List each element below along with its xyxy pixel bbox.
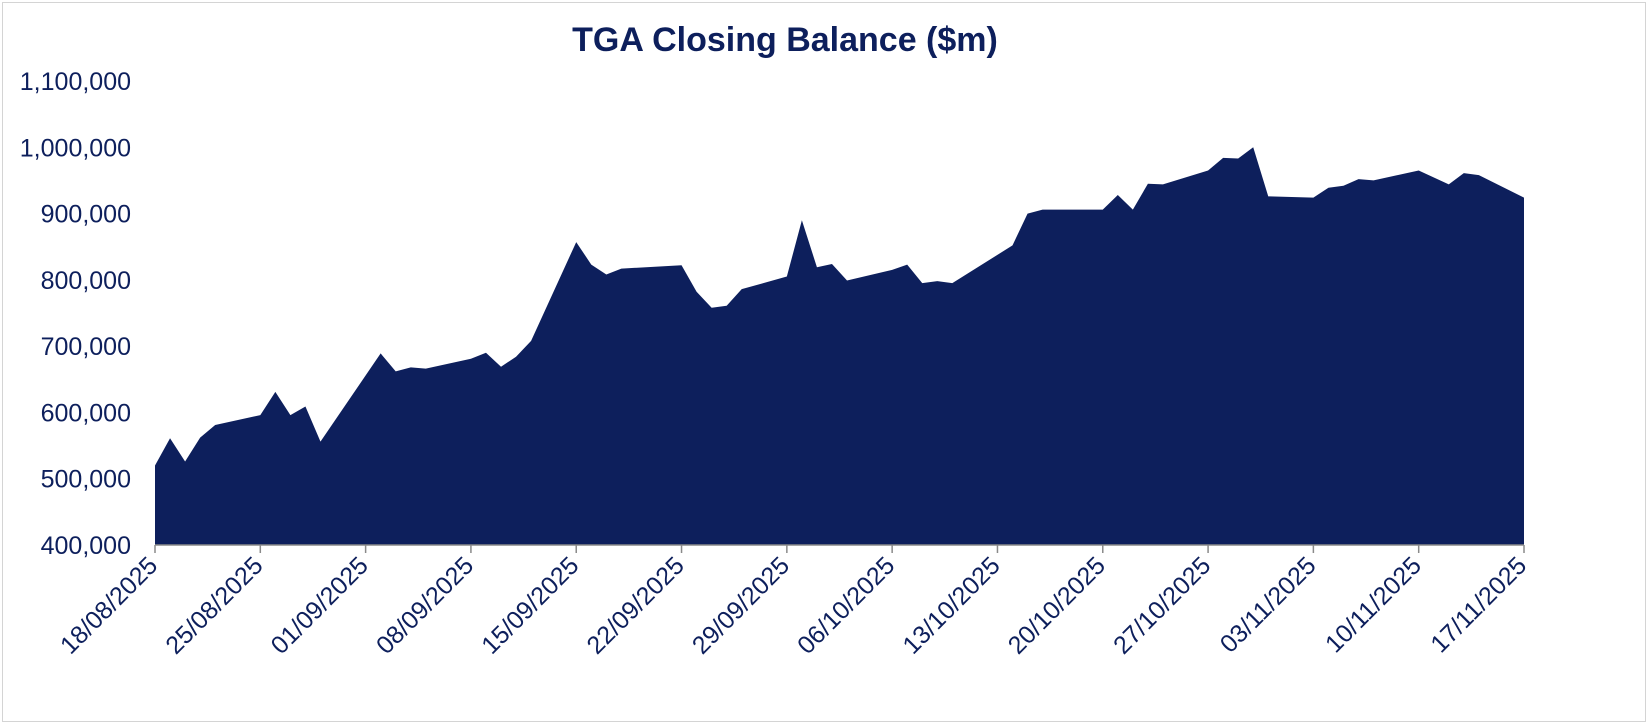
x-tick-label: 18/08/2025	[55, 551, 163, 659]
x-tick-label: 20/10/2025	[1003, 551, 1111, 659]
x-tick-label: 01/09/2025	[266, 551, 374, 659]
area-series	[155, 147, 1524, 546]
x-tick-label: 06/10/2025	[792, 551, 900, 659]
x-tick-label: 03/11/2025	[1215, 551, 1322, 658]
y-tick-label: 900,000	[41, 201, 131, 229]
x-tick-label: 13/10/2025	[897, 551, 1005, 659]
x-axis: 18/08/202525/08/202501/09/202508/09/2025…	[55, 544, 1532, 660]
y-tick-label: 400,000	[41, 532, 131, 560]
y-tick-label: 500,000	[41, 466, 131, 494]
x-tick-label: 17/11/2025	[1425, 551, 1532, 658]
chart-title: TGA Closing Balance ($m)	[572, 21, 998, 59]
y-tick-label: 700,000	[41, 333, 131, 361]
y-tick-label: 1,100,000	[20, 68, 131, 96]
y-tick-label: 800,000	[41, 267, 131, 295]
y-tick-label: 1,000,000	[20, 134, 131, 162]
x-tick-label: 25/08/2025	[160, 551, 268, 659]
x-tick-label: 15/09/2025	[476, 551, 584, 659]
y-tick-label: 600,000	[41, 399, 131, 427]
plot-area	[155, 147, 1524, 546]
x-tick-label: 08/09/2025	[371, 551, 479, 659]
y-axis: 400,000 500,000 600,000 700,000 800,000 900,0…	[20, 68, 131, 560]
area-chart: TGA Closing Balance ($m) 400,000 500,000 6…	[20, 21, 1532, 660]
x-tick-label: 27/10/2025	[1108, 551, 1216, 659]
x-tick-label: 10/11/2025	[1320, 551, 1427, 658]
x-tick-label: 22/09/2025	[582, 551, 690, 659]
x-tick-label: 29/09/2025	[687, 551, 795, 659]
